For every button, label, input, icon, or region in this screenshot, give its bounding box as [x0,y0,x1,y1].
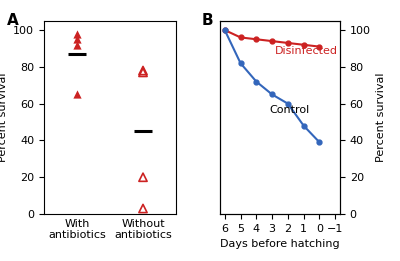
Point [140,70,146,74]
Point [74,32,80,36]
Text: A: A [7,13,19,28]
Point [74,43,80,47]
Text: Disinfected: Disinfected [275,46,338,56]
Y-axis label: Percent survival: Percent survival [0,73,8,162]
Point [74,92,80,97]
Y-axis label: Percent survival: Percent survival [376,73,386,162]
Point [140,206,146,211]
X-axis label: Days before hatching: Days before hatching [220,239,340,249]
Point [140,175,146,179]
Text: Control: Control [269,105,309,115]
Point [140,68,146,73]
Point [74,37,80,41]
Text: B: B [202,13,214,28]
